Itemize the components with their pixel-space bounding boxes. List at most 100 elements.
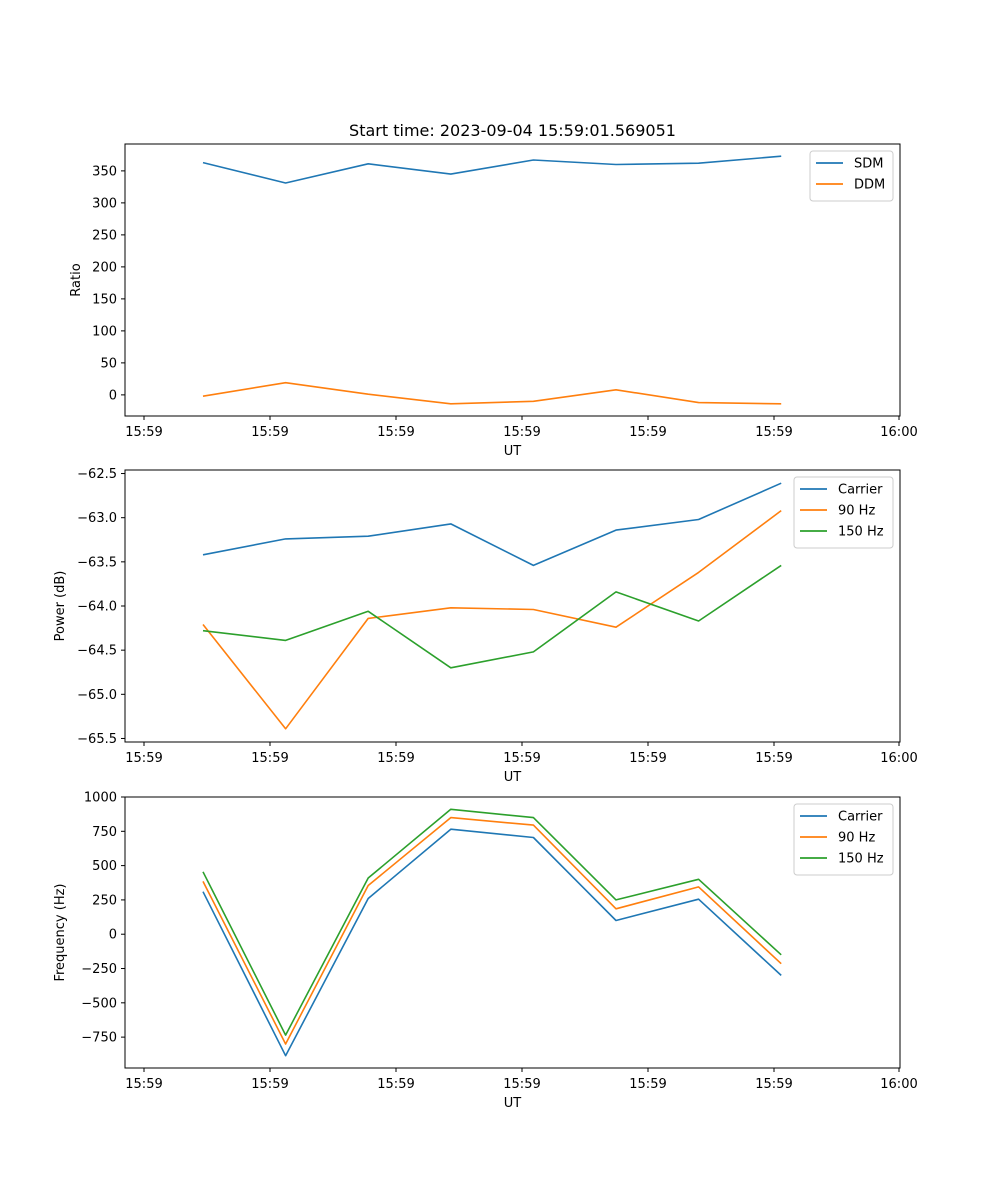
y-tick-label: 500 [92, 859, 117, 874]
x-tick: 16:00 [880, 1068, 918, 1092]
y-tick: 150 [92, 292, 125, 307]
y-tick: 750 [92, 825, 125, 840]
series-line-sdm [202, 155, 782, 184]
y-tick: 100 [92, 324, 125, 339]
x-tick: 15:59 [629, 1068, 667, 1092]
chart-panel-2: 15:59 15:59 15:59 15:59 15:59 15:59 16:00 −65.5… [53, 467, 918, 785]
x-tick: 15:59 [377, 1068, 415, 1092]
x-tick-label: 15:59 [251, 1077, 288, 1092]
y-tick-label: −64.0 [77, 600, 117, 615]
y-tick: 500 [92, 859, 125, 874]
y-tick-label: −750 [81, 1031, 117, 1046]
x-axis-label: UT [504, 770, 522, 785]
x-tick: 16:00 [880, 416, 918, 440]
x-axis-label: UT [504, 444, 522, 459]
x-tick: 15:59 [503, 416, 541, 440]
series-line-150-hz [202, 808, 782, 1036]
x-tick-label: 16:00 [880, 1077, 917, 1092]
y-tick: 50 [100, 356, 125, 371]
x-tick-label: 15:59 [125, 751, 162, 766]
y-tick: −64.5 [77, 644, 125, 659]
x-tick-label: 15:59 [251, 425, 288, 440]
x-tick: 15:59 [755, 1068, 793, 1092]
y-tick: −500 [81, 996, 125, 1011]
series-line-90-hz [202, 816, 782, 1045]
x-tick-label: 15:59 [503, 1077, 540, 1092]
y-tick-label: −65.5 [77, 732, 117, 747]
legend-label: 150 Hz [838, 525, 884, 540]
y-tick: 350 [92, 164, 125, 179]
x-tick-label: 15:59 [125, 425, 162, 440]
x-tick-label: 15:59 [377, 425, 414, 440]
x-tick: 15:59 [125, 416, 163, 440]
x-tick-label: 15:59 [377, 1077, 414, 1092]
x-tick: 15:59 [377, 742, 415, 766]
legend-label: 90 Hz [838, 831, 875, 846]
series-line-carrier [202, 828, 782, 1057]
x-tick: 15:59 [503, 742, 541, 766]
y-tick-label: −250 [81, 962, 117, 977]
series-line-carrier [202, 482, 782, 567]
y-tick: −63.5 [77, 555, 125, 570]
x-tick: 15:59 [251, 742, 289, 766]
y-tick-label: 300 [92, 196, 117, 211]
panels: 15:59 15:59 15:59 15:59 15:59 15:59 16:00 0 50 10… [53, 143, 918, 1111]
chart-panel-1: 15:59 15:59 15:59 15:59 15:59 15:59 16:00 0 50 10… [69, 143, 918, 459]
x-tick-label: 15:59 [755, 1077, 792, 1092]
y-tick-label: −63.5 [77, 555, 117, 570]
y-tick: 250 [92, 893, 125, 908]
x-tick-label: 15:59 [503, 751, 540, 766]
legend: Carrier 90 Hz 150 Hz [793, 476, 894, 549]
y-axis-label: Frequency (Hz) [53, 883, 68, 981]
y-tick-label: 200 [92, 260, 117, 275]
x-tick-label: 15:59 [629, 1077, 666, 1092]
axes-frame [124, 796, 901, 1069]
x-tick-label: 15:59 [629, 425, 666, 440]
x-tick-label: 16:00 [880, 751, 917, 766]
y-tick: −64.0 [77, 600, 125, 615]
y-tick-label: 350 [92, 164, 117, 179]
y-tick: −750 [81, 1031, 125, 1046]
axes-frame [124, 143, 901, 417]
y-tick: −65.0 [77, 688, 125, 703]
chart-title: Start time: 2023-09-04 15:59:01.569051 [349, 121, 676, 140]
y-tick-label: −64.5 [77, 644, 117, 659]
legend-label: 150 Hz [838, 852, 884, 867]
x-tick: 15:59 [629, 742, 667, 766]
y-tick-label: 1000 [84, 791, 117, 806]
y-tick-label: −500 [81, 996, 117, 1011]
y-tick-label: 150 [92, 292, 117, 307]
legend: Carrier 90 Hz 150 Hz [793, 803, 894, 876]
legend: SDM DDM [809, 150, 894, 202]
x-tick-label: 15:59 [755, 751, 792, 766]
y-tick: −250 [81, 962, 125, 977]
x-tick: 15:59 [251, 416, 289, 440]
y-tick-label: 250 [92, 228, 117, 243]
y-tick: 300 [92, 196, 125, 211]
legend-label: SDM [854, 157, 883, 172]
y-tick: 0 [109, 388, 125, 403]
x-tick-label: 15:59 [755, 425, 792, 440]
legend-label: Carrier [838, 483, 883, 498]
legend-label: 90 Hz [838, 504, 875, 519]
y-tick-label: 250 [92, 893, 117, 908]
y-tick: 1000 [84, 791, 125, 806]
series-line-90-hz [202, 509, 782, 730]
y-tick: −62.5 [77, 467, 125, 482]
y-tick-label: 750 [92, 825, 117, 840]
x-tick: 15:59 [755, 416, 793, 440]
x-tick: 15:59 [629, 416, 667, 440]
y-tick: −65.5 [77, 732, 125, 747]
x-tick: 15:59 [377, 416, 415, 440]
y-tick: 200 [92, 260, 125, 275]
y-tick-label: −63.0 [77, 511, 117, 526]
x-axis-label: UT [504, 1096, 522, 1111]
y-axis-label: Power (dB) [53, 571, 68, 642]
x-tick: 15:59 [503, 1068, 541, 1092]
x-tick-label: 15:59 [629, 751, 666, 766]
y-tick: −63.0 [77, 511, 125, 526]
legend-label: Carrier [838, 810, 883, 825]
x-tick: 15:59 [125, 1068, 163, 1092]
legend-label: DDM [854, 178, 885, 193]
